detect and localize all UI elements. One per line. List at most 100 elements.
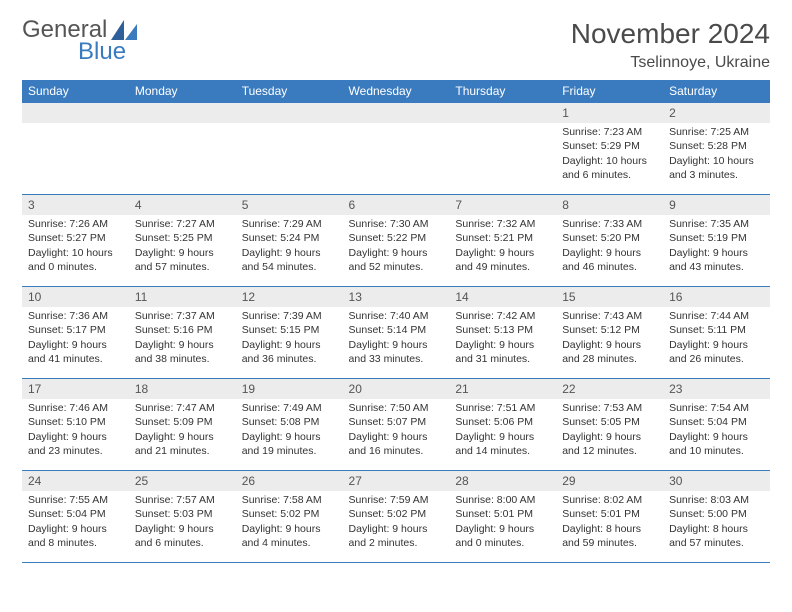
daylight-text: and 2 minutes. xyxy=(349,536,444,550)
calendar-day-cell: 21Sunrise: 7:51 AMSunset: 5:06 PMDayligh… xyxy=(449,379,556,471)
sunrise-text: Sunrise: 7:33 AM xyxy=(562,217,657,231)
daylight-text: and 46 minutes. xyxy=(562,260,657,274)
sunrise-text: Sunrise: 7:27 AM xyxy=(135,217,230,231)
calendar-day-cell: 24Sunrise: 7:55 AMSunset: 5:04 PMDayligh… xyxy=(22,471,129,563)
day-body xyxy=(129,123,236,129)
day-number: 17 xyxy=(22,379,129,399)
day-number xyxy=(22,103,129,123)
day-number: 26 xyxy=(236,471,343,491)
calendar-day-cell: 11Sunrise: 7:37 AMSunset: 5:16 PMDayligh… xyxy=(129,287,236,379)
daylight-text: Daylight: 9 hours xyxy=(349,246,444,260)
sunrise-text: Sunrise: 7:46 AM xyxy=(28,401,123,415)
sunrise-text: Sunrise: 7:49 AM xyxy=(242,401,337,415)
day-number: 2 xyxy=(663,103,770,123)
weekday-header: Monday xyxy=(129,80,236,103)
day-body xyxy=(449,123,556,129)
brand-name-bottom: Blue xyxy=(78,40,137,64)
daylight-text: and 21 minutes. xyxy=(135,444,230,458)
sunset-text: Sunset: 5:16 PM xyxy=(135,323,230,337)
calendar-day-cell: 20Sunrise: 7:50 AMSunset: 5:07 PMDayligh… xyxy=(343,379,450,471)
sunrise-text: Sunrise: 7:59 AM xyxy=(349,493,444,507)
day-body: Sunrise: 7:36 AMSunset: 5:17 PMDaylight:… xyxy=(22,307,129,370)
daylight-text: Daylight: 9 hours xyxy=(349,522,444,536)
day-number: 29 xyxy=(556,471,663,491)
sunset-text: Sunset: 5:07 PM xyxy=(349,415,444,429)
sunset-text: Sunset: 5:12 PM xyxy=(562,323,657,337)
calendar-day-cell: 29Sunrise: 8:02 AMSunset: 5:01 PMDayligh… xyxy=(556,471,663,563)
calendar-day-cell xyxy=(236,103,343,195)
day-body: Sunrise: 7:33 AMSunset: 5:20 PMDaylight:… xyxy=(556,215,663,278)
sunrise-text: Sunrise: 7:30 AM xyxy=(349,217,444,231)
day-body: Sunrise: 7:50 AMSunset: 5:07 PMDaylight:… xyxy=(343,399,450,462)
day-number: 11 xyxy=(129,287,236,307)
day-body: Sunrise: 7:58 AMSunset: 5:02 PMDaylight:… xyxy=(236,491,343,554)
day-number xyxy=(343,103,450,123)
sunset-text: Sunset: 5:06 PM xyxy=(455,415,550,429)
sunrise-text: Sunrise: 7:37 AM xyxy=(135,309,230,323)
daylight-text: and 31 minutes. xyxy=(455,352,550,366)
weekday-header: Saturday xyxy=(663,80,770,103)
sunrise-text: Sunrise: 7:47 AM xyxy=(135,401,230,415)
sunrise-text: Sunrise: 7:42 AM xyxy=(455,309,550,323)
location: Tselinnoye, Ukraine xyxy=(571,54,770,72)
day-body: Sunrise: 7:55 AMSunset: 5:04 PMDaylight:… xyxy=(22,491,129,554)
calendar-week-row: 10Sunrise: 7:36 AMSunset: 5:17 PMDayligh… xyxy=(22,287,770,379)
sunrise-text: Sunrise: 7:50 AM xyxy=(349,401,444,415)
sunset-text: Sunset: 5:20 PM xyxy=(562,231,657,245)
sunrise-text: Sunrise: 7:44 AM xyxy=(669,309,764,323)
day-body: Sunrise: 7:27 AMSunset: 5:25 PMDaylight:… xyxy=(129,215,236,278)
daylight-text: Daylight: 9 hours xyxy=(242,430,337,444)
calendar-day-cell: 28Sunrise: 8:00 AMSunset: 5:01 PMDayligh… xyxy=(449,471,556,563)
sunrise-text: Sunrise: 7:57 AM xyxy=(135,493,230,507)
brand-text: General Blue xyxy=(22,18,137,64)
daylight-text: and 3 minutes. xyxy=(669,168,764,182)
sunset-text: Sunset: 5:04 PM xyxy=(669,415,764,429)
sunset-text: Sunset: 5:29 PM xyxy=(562,139,657,153)
sunset-text: Sunset: 5:14 PM xyxy=(349,323,444,337)
sunset-text: Sunset: 5:25 PM xyxy=(135,231,230,245)
day-number: 1 xyxy=(556,103,663,123)
sunrise-text: Sunrise: 7:32 AM xyxy=(455,217,550,231)
sunset-text: Sunset: 5:24 PM xyxy=(242,231,337,245)
sunset-text: Sunset: 5:15 PM xyxy=(242,323,337,337)
daylight-text: Daylight: 9 hours xyxy=(562,246,657,260)
daylight-text: and 6 minutes. xyxy=(135,536,230,550)
day-number xyxy=(236,103,343,123)
daylight-text: Daylight: 9 hours xyxy=(242,522,337,536)
daylight-text: and 57 minutes. xyxy=(669,536,764,550)
calendar-day-cell: 22Sunrise: 7:53 AMSunset: 5:05 PMDayligh… xyxy=(556,379,663,471)
daylight-text: and 43 minutes. xyxy=(669,260,764,274)
sunset-text: Sunset: 5:08 PM xyxy=(242,415,337,429)
calendar-week-row: 24Sunrise: 7:55 AMSunset: 5:04 PMDayligh… xyxy=(22,471,770,563)
sunset-text: Sunset: 5:22 PM xyxy=(349,231,444,245)
calendar-day-cell: 4Sunrise: 7:27 AMSunset: 5:25 PMDaylight… xyxy=(129,195,236,287)
sunrise-text: Sunrise: 7:55 AM xyxy=(28,493,123,507)
day-body: Sunrise: 8:03 AMSunset: 5:00 PMDaylight:… xyxy=(663,491,770,554)
calendar-day-cell: 15Sunrise: 7:43 AMSunset: 5:12 PMDayligh… xyxy=(556,287,663,379)
daylight-text: and 4 minutes. xyxy=(242,536,337,550)
daylight-text: and 14 minutes. xyxy=(455,444,550,458)
daylight-text: Daylight: 9 hours xyxy=(135,430,230,444)
sunrise-text: Sunrise: 7:25 AM xyxy=(669,125,764,139)
sunrise-text: Sunrise: 7:23 AM xyxy=(562,125,657,139)
sunset-text: Sunset: 5:00 PM xyxy=(669,507,764,521)
day-body: Sunrise: 8:02 AMSunset: 5:01 PMDaylight:… xyxy=(556,491,663,554)
calendar-day-cell: 1Sunrise: 7:23 AMSunset: 5:29 PMDaylight… xyxy=(556,103,663,195)
weekday-header: Wednesday xyxy=(343,80,450,103)
calendar-day-cell: 25Sunrise: 7:57 AMSunset: 5:03 PMDayligh… xyxy=(129,471,236,563)
daylight-text: and 28 minutes. xyxy=(562,352,657,366)
day-body: Sunrise: 7:39 AMSunset: 5:15 PMDaylight:… xyxy=(236,307,343,370)
day-body: Sunrise: 7:57 AMSunset: 5:03 PMDaylight:… xyxy=(129,491,236,554)
sunrise-text: Sunrise: 7:39 AM xyxy=(242,309,337,323)
sunset-text: Sunset: 5:10 PM xyxy=(28,415,123,429)
day-body xyxy=(343,123,450,129)
calendar-day-cell: 27Sunrise: 7:59 AMSunset: 5:02 PMDayligh… xyxy=(343,471,450,563)
daylight-text: Daylight: 9 hours xyxy=(669,246,764,260)
day-body: Sunrise: 7:49 AMSunset: 5:08 PMDaylight:… xyxy=(236,399,343,462)
sunset-text: Sunset: 5:28 PM xyxy=(669,139,764,153)
weekday-header: Thursday xyxy=(449,80,556,103)
sunset-text: Sunset: 5:21 PM xyxy=(455,231,550,245)
daylight-text: and 41 minutes. xyxy=(28,352,123,366)
day-number: 24 xyxy=(22,471,129,491)
calendar-day-cell: 3Sunrise: 7:26 AMSunset: 5:27 PMDaylight… xyxy=(22,195,129,287)
